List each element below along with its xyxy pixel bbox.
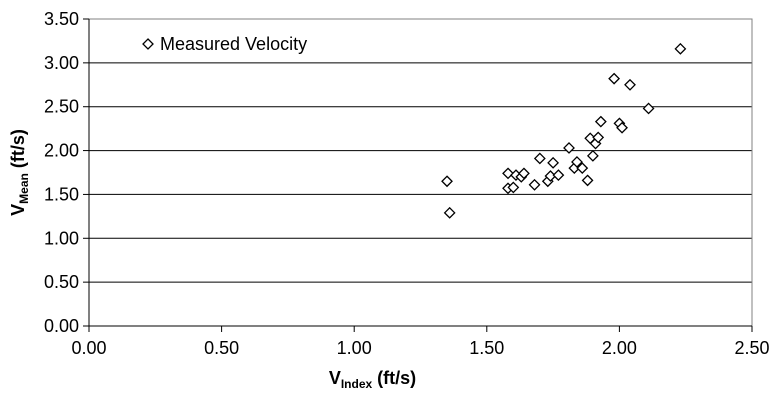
data-point [533, 152, 546, 165]
y-tick-label: 3.50 [44, 9, 79, 29]
y-axis-ticks: 0.00 0.50 1.00 1.50 2.00 2.50 3.00 3.50 [44, 9, 90, 336]
data-point [502, 167, 514, 180]
data-point [642, 102, 655, 115]
data-point [592, 131, 605, 144]
data-point [594, 115, 607, 128]
y-tick-label: 3.00 [44, 53, 79, 73]
x-tick-label: 0.00 [71, 338, 106, 358]
plot-area-frame [88, 18, 753, 327]
legend-label: Measured Velocity [160, 34, 307, 54]
data-point [507, 181, 520, 194]
data-point [528, 178, 541, 191]
data-point [443, 206, 456, 219]
data-point [552, 169, 565, 182]
y-axis-title: VMean (ft/s) [8, 129, 31, 216]
legend-diamond-marker [142, 38, 154, 50]
x-tick-label: 2.00 [602, 338, 637, 358]
data-point [624, 78, 636, 91]
data-point [518, 167, 530, 180]
x-axis-ticks: 0.00 0.50 1.00 1.50 2.00 2.50 [71, 325, 770, 358]
data-point [581, 174, 594, 187]
data-points [441, 42, 687, 219]
data-point [608, 72, 621, 85]
y-tick-label: 1.00 [44, 228, 79, 248]
x-tick-label: 0.50 [204, 338, 239, 358]
y-tick-label: 2.50 [44, 97, 79, 117]
data-point [571, 156, 583, 168]
y-tick-label: 1.50 [44, 184, 79, 204]
y-tick-label: 0.50 [44, 272, 79, 292]
legend: Measured Velocity [142, 34, 307, 54]
y-tick-label: 2.00 [44, 141, 79, 161]
data-point [576, 162, 589, 175]
x-tick-label: 1.00 [337, 338, 372, 358]
x-axis-title: VIndex (ft/s) [329, 368, 416, 391]
data-point [616, 121, 628, 134]
data-point [586, 149, 599, 162]
data-point [563, 142, 575, 154]
data-point [547, 156, 560, 169]
y-tick-label: 0.00 [44, 316, 79, 336]
x-tick-label: 2.50 [734, 338, 769, 358]
x-tick-label: 1.50 [469, 338, 504, 358]
data-point [441, 175, 453, 188]
data-point [674, 42, 687, 55]
gridlines [89, 62, 752, 283]
